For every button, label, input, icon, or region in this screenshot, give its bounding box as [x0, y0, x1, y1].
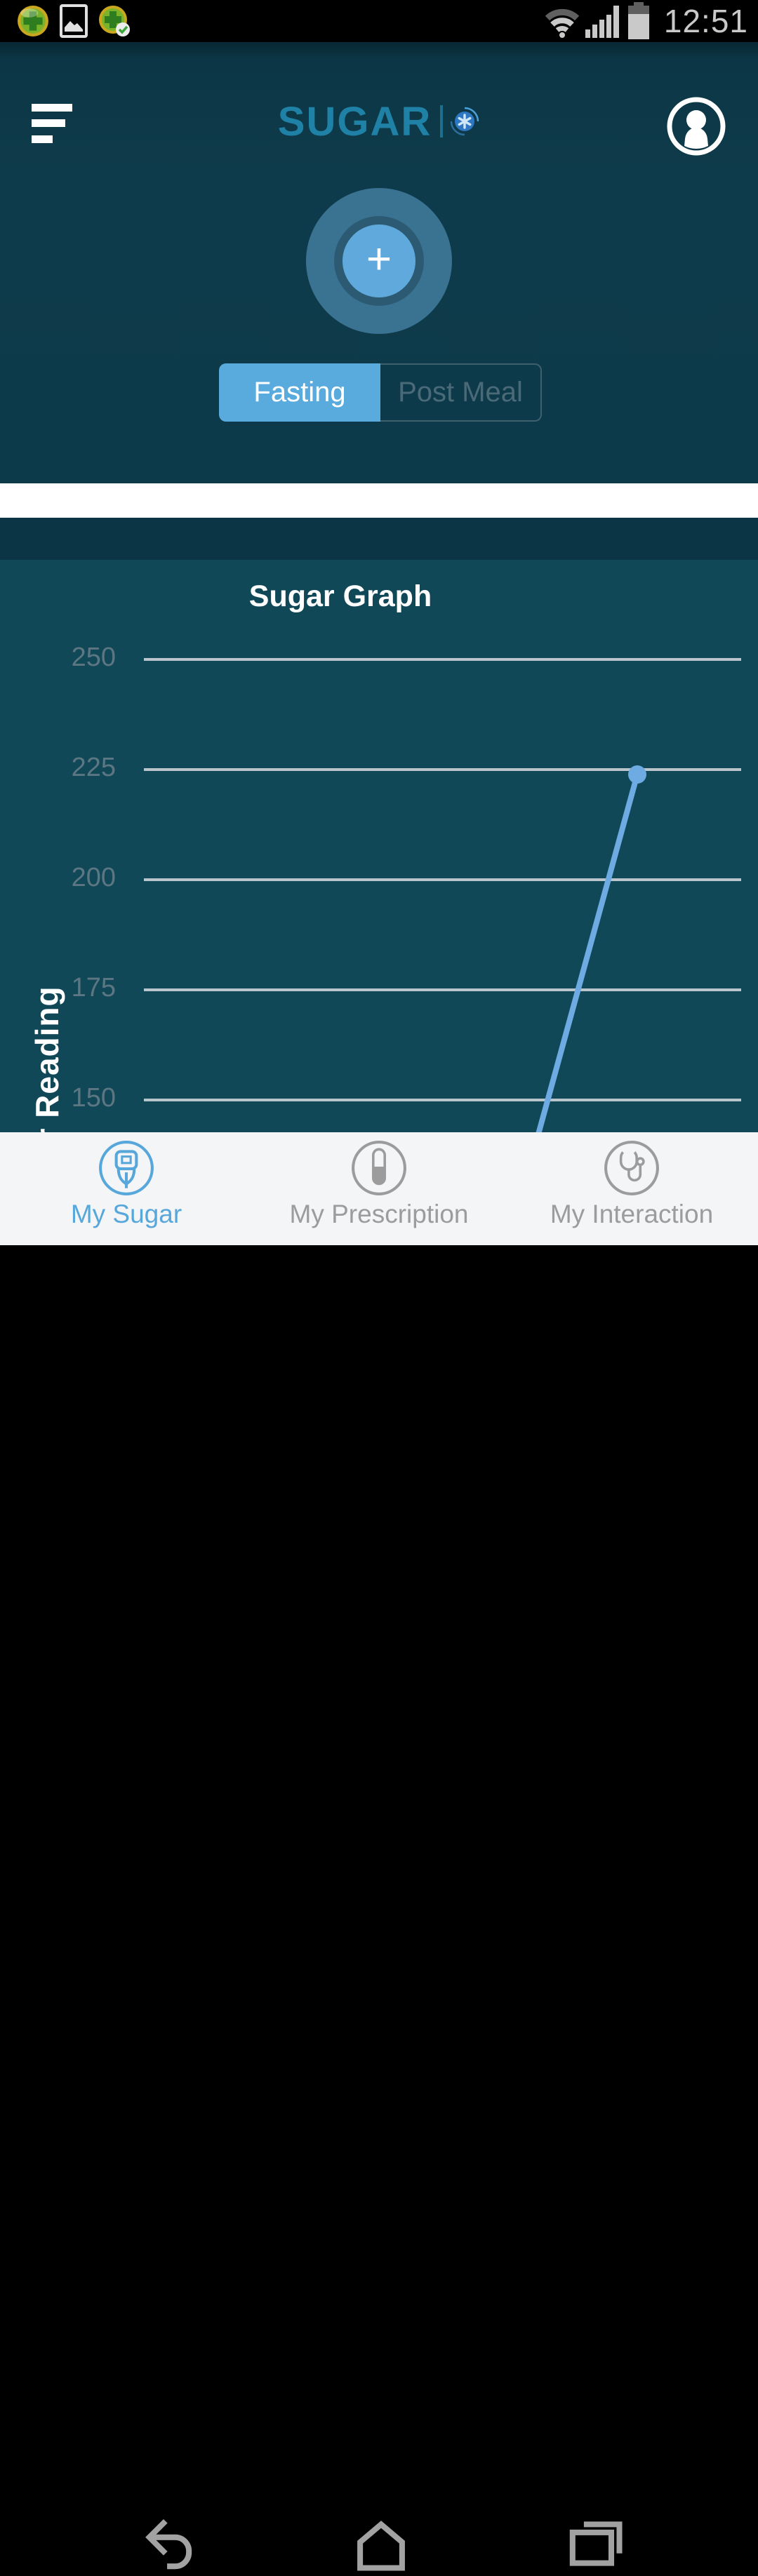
- y-axis-label: Sugar Reading: [29, 986, 65, 1132]
- wifi-icon: [545, 8, 580, 38]
- nav-label: My Prescription: [289, 1200, 469, 1228]
- asterisk-circle-icon: [450, 107, 479, 136]
- add-button-inner: +: [343, 224, 415, 297]
- app-update-icon: [18, 6, 48, 36]
- signal-icon: [585, 6, 619, 38]
- header-section: SUGAR + Fasting Post Meal: [0, 42, 758, 483]
- graph-card-top-band: [0, 518, 758, 560]
- recents-icon[interactable]: [563, 2511, 627, 2576]
- gallery-icon: [60, 4, 88, 38]
- status-bar: 12:51: [0, 0, 758, 42]
- y-tick-label: 150: [71, 1083, 116, 1113]
- app-updated-check-icon: [99, 6, 130, 36]
- data-point-dot: [628, 765, 646, 784]
- y-tick-label: 175: [71, 973, 116, 1002]
- status-bar-left-icons: [17, 4, 131, 39]
- sugar-graph-card: Sugar Graph 250 225 200 175 150 Sugar Readin…: [0, 560, 758, 1132]
- nav-item-my-prescription[interactable]: My Prescription: [253, 1132, 505, 1245]
- glucometer-icon: [99, 1141, 154, 1195]
- y-tick-label: 200: [71, 863, 116, 892]
- logo-separator: [440, 105, 444, 137]
- pill-icon: [352, 1141, 406, 1195]
- nav-label: My Interaction: [550, 1200, 714, 1228]
- hamburger-menu-icon[interactable]: [32, 104, 74, 145]
- android-nav-bar: [0, 1245, 758, 2571]
- stethoscope-icon: [604, 1141, 659, 1195]
- add-reading-button[interactable]: +: [306, 188, 452, 334]
- post-meal-button[interactable]: Post Meal: [380, 363, 542, 422]
- reading-type-toggle: Fasting Post Meal: [219, 363, 542, 422]
- clock: 12:51: [663, 3, 748, 39]
- home-icon[interactable]: [349, 2511, 413, 2576]
- y-tick-label: 250: [71, 643, 116, 672]
- y-tick-label: 225: [71, 753, 116, 782]
- fasting-button[interactable]: Fasting: [219, 363, 380, 422]
- nav-item-my-interaction[interactable]: My Interaction: [505, 1132, 758, 1245]
- app-logo: SUGAR: [0, 83, 758, 160]
- chart-title: Sugar Graph: [248, 579, 432, 613]
- nav-label: My Sugar: [70, 1200, 182, 1228]
- status-bar-right: 12:51: [545, 2, 748, 40]
- nav-item-my-sugar[interactable]: My Sugar: [0, 1132, 253, 1245]
- gridline: [144, 768, 741, 771]
- chart-plot: [536, 765, 646, 1132]
- section-divider: [0, 483, 758, 518]
- gridline: [144, 988, 741, 991]
- logo-text: SUGAR: [277, 98, 432, 145]
- back-icon[interactable]: [140, 2511, 204, 2576]
- gridline: [144, 878, 741, 881]
- gridline: [144, 1099, 741, 1101]
- plus-icon: +: [366, 235, 392, 283]
- bottom-nav: My Sugar My Prescription My Interaction: [0, 1132, 758, 1245]
- add-button-ring: +: [334, 216, 424, 306]
- battery-icon: [627, 2, 649, 39]
- gridline: [144, 658, 741, 661]
- profile-icon[interactable]: [667, 97, 726, 156]
- series-line: [536, 772, 640, 1132]
